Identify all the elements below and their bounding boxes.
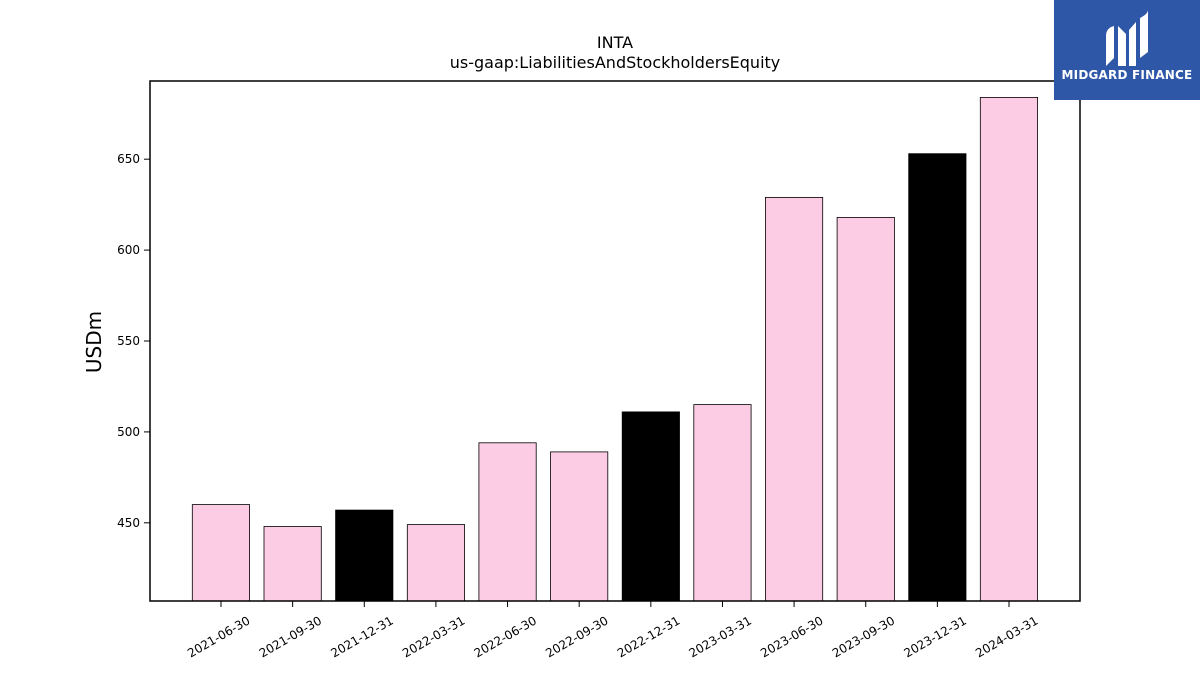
y-axis: 450 500 550 600 650 [117,152,150,530]
bar-2024-03-31 [979,97,1038,602]
x-axis: 2021-06-30 2021-09-30 2021-12-31 2022-03-31… [185,601,1041,660]
bar-2021-12-31 [335,509,394,602]
bar-2023-03-31 [693,404,752,602]
logo-text: MIDGARD FINANCE [1061,68,1193,82]
x-tick-label: 2022-09-30 [543,613,610,660]
bar-2022-03-31 [406,524,465,602]
brand-logo: MIDGARD FINANCE [1054,0,1200,100]
x-tick-label: 2022-03-31 [400,613,467,660]
x-tick-label: 2022-06-30 [472,613,539,660]
x-tick-label: 2021-09-30 [257,613,324,660]
bar-2022-09-30 [550,451,609,602]
bar-2021-06-30 [191,504,251,602]
x-tick-label: 2023-06-30 [758,613,825,660]
bar-2022-12-31 [621,411,680,602]
bars-group [191,97,1038,602]
x-tick-label: 2021-12-31 [328,613,395,660]
x-tick-label: 2023-03-31 [687,613,754,660]
x-tick-label: 2023-09-30 [830,613,897,660]
y-axis-label: USDm [82,311,106,373]
logo-mark-icon [1106,10,1148,66]
x-tick-label: 2023-12-31 [901,613,968,660]
y-tick-label: 650 [117,152,140,166]
chart-subtitle: us-gaap:LiabilitiesAndStockholdersEquity [450,53,781,72]
x-tick-label: 2024-03-31 [973,613,1040,660]
x-tick-label: 2021-06-30 [185,613,252,660]
bar-2023-06-30 [765,196,824,602]
y-tick-label: 500 [117,425,140,439]
bar-2022-06-30 [478,442,537,602]
x-tick-label: 2022-12-31 [615,613,682,660]
y-tick-label: 550 [117,334,140,348]
bar-2023-12-31 [908,153,967,602]
bar-2021-09-30 [263,526,322,602]
y-tick-label: 600 [117,243,140,257]
chart-title: INTA [597,33,633,52]
bar-2023-09-30 [836,216,895,602]
y-tick-label: 450 [117,516,140,530]
